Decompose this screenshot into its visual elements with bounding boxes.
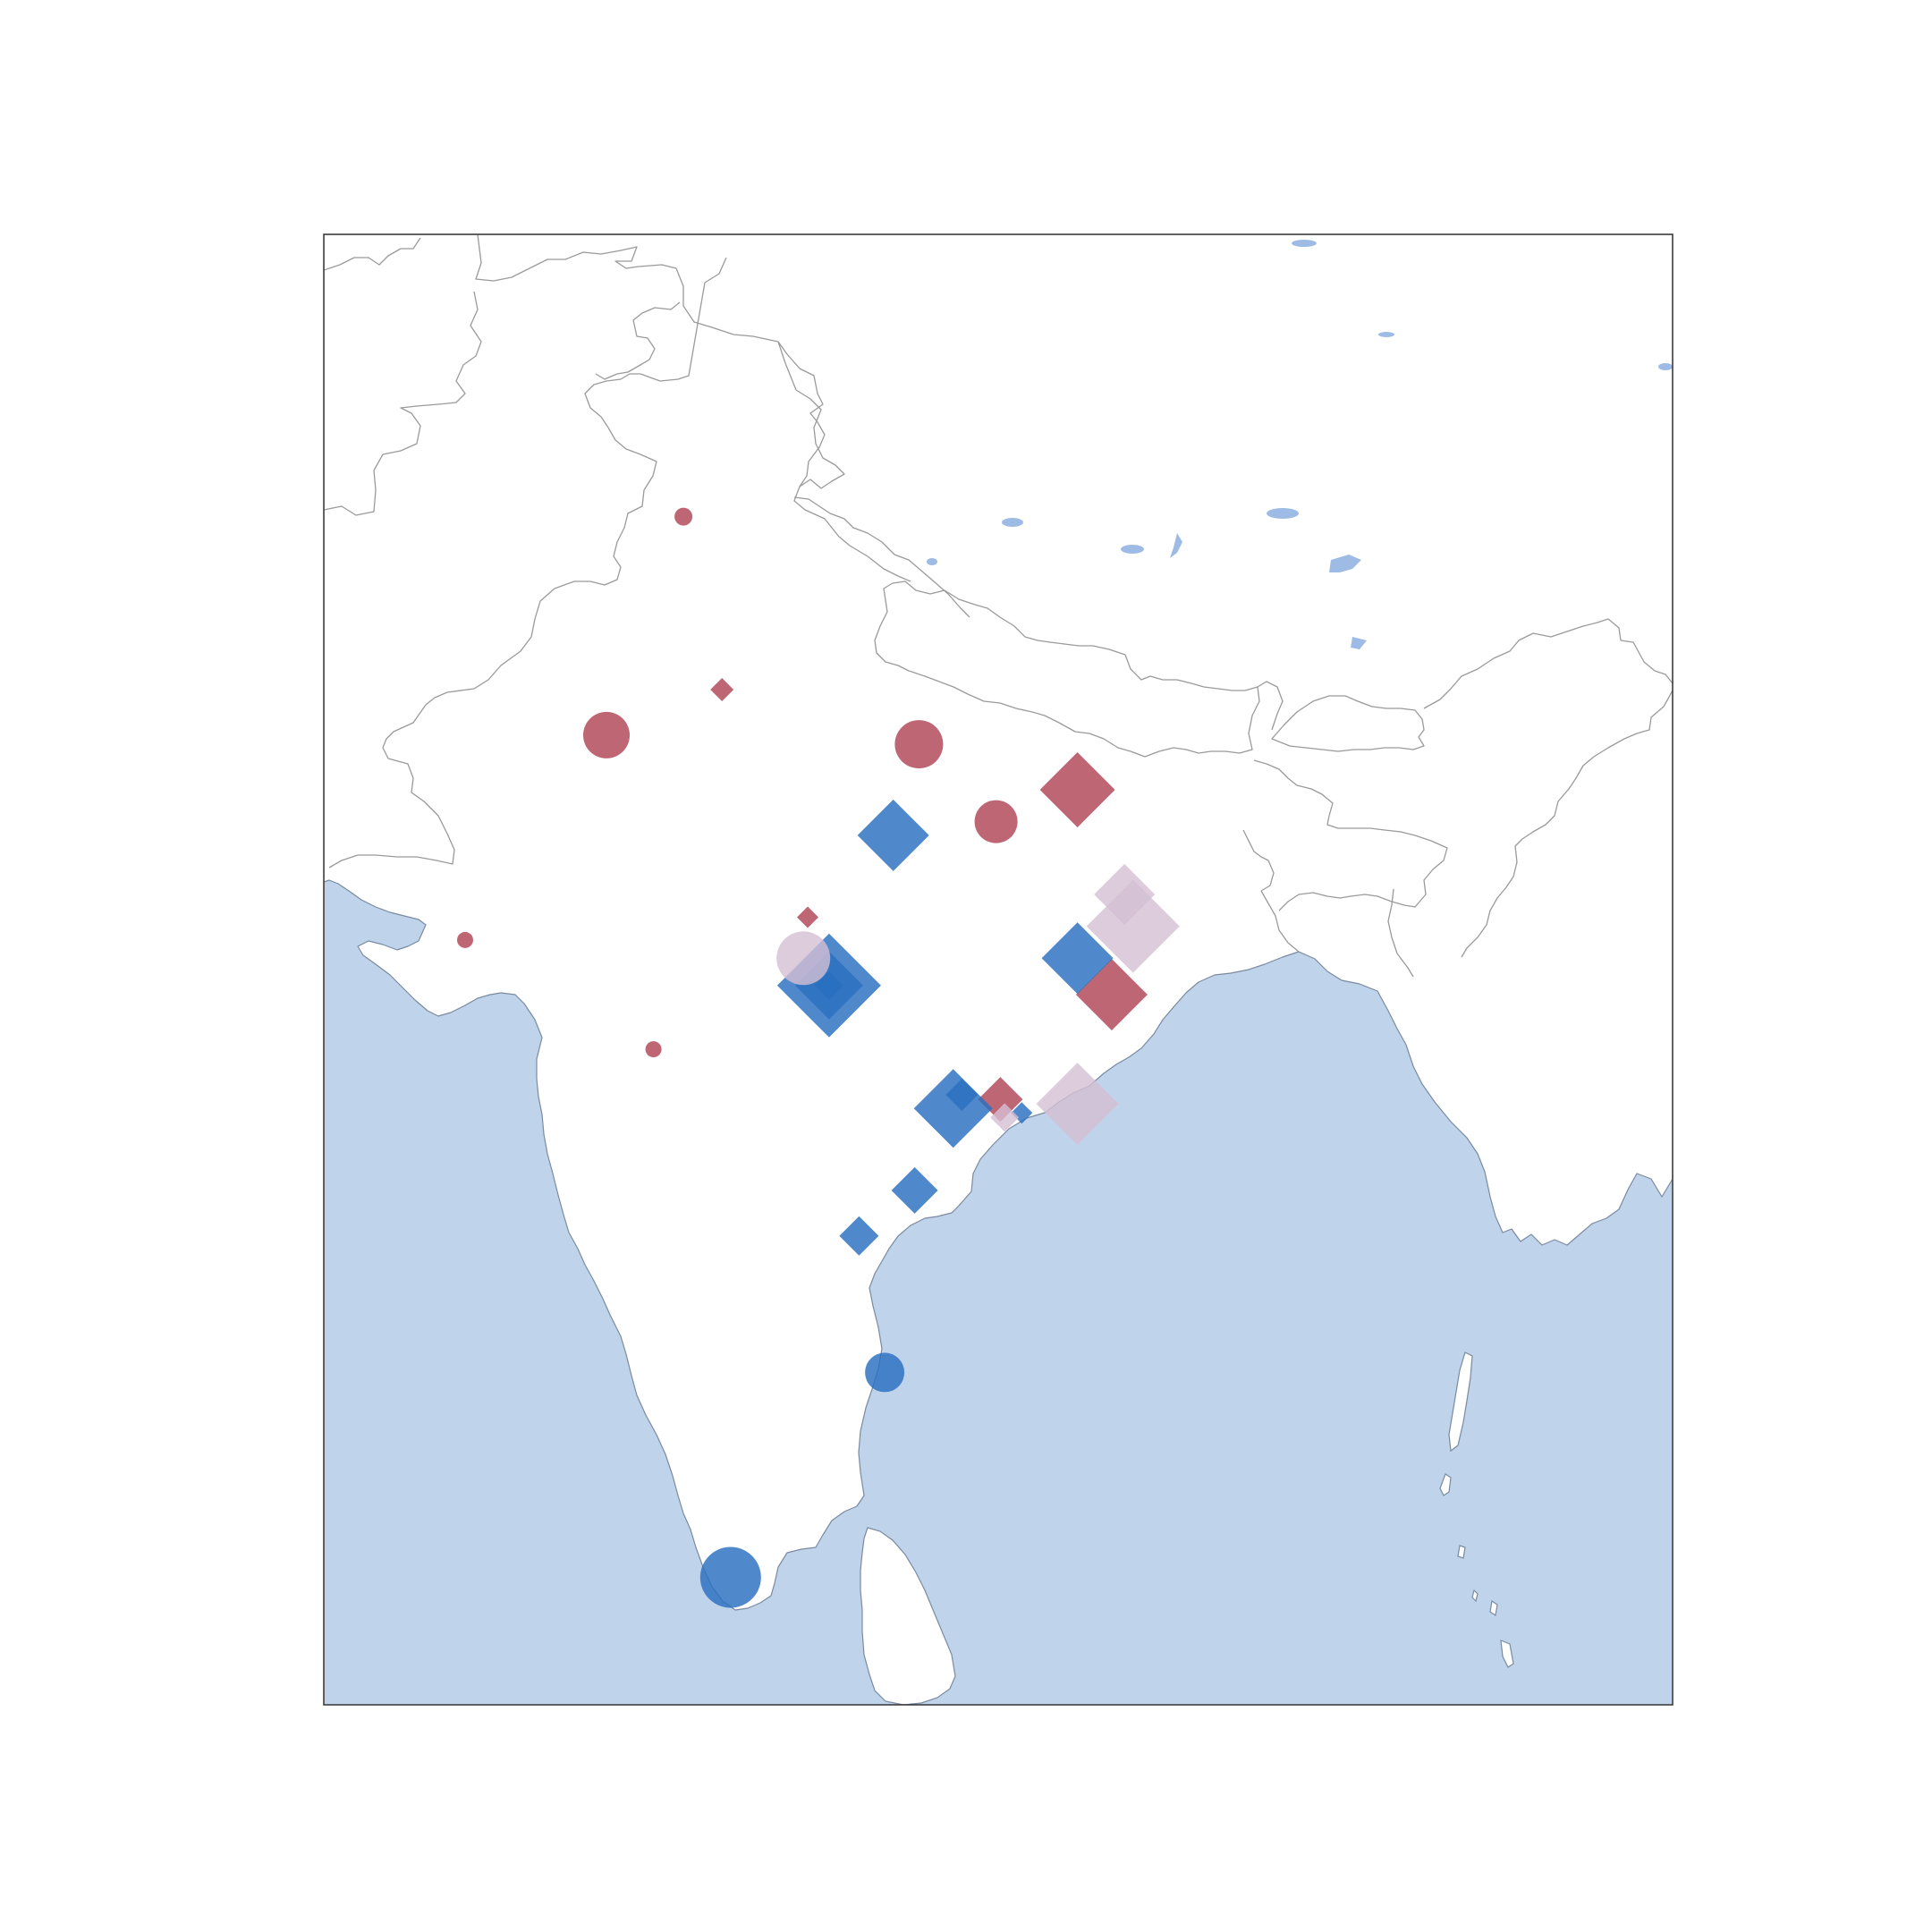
blue-diamond-marker <box>814 970 843 1000</box>
red-circle-marker <box>645 1041 662 1058</box>
blue-circle-marker <box>699 1546 761 1608</box>
red-diamond-marker <box>710 678 734 701</box>
blue-diamond-marker <box>857 799 929 871</box>
blue-diamond-marker <box>945 1079 979 1111</box>
red-circle-marker <box>583 711 630 758</box>
lavender-diamond-marker <box>990 1103 1020 1132</box>
blue-circle-marker <box>865 1352 905 1393</box>
lavender-circle-marker <box>776 931 831 986</box>
lavender-diamond-marker <box>1036 1063 1119 1146</box>
lavender-diamond-marker <box>1086 879 1180 973</box>
lakes <box>927 240 1673 649</box>
red-circle-marker <box>457 931 473 948</box>
map-frame <box>323 233 1674 1706</box>
blue-diamond-marker <box>891 1166 938 1214</box>
red-circle-marker <box>674 507 693 526</box>
map-content <box>324 234 1673 1705</box>
blue-diamond-marker <box>1041 922 1114 995</box>
markers-layer <box>457 507 1180 1608</box>
red-diamond-marker <box>1039 752 1115 827</box>
red-circle-marker <box>974 800 1018 843</box>
blue-diamond-marker <box>913 1069 993 1148</box>
land-sri-lanka <box>860 1527 956 1705</box>
red-circle-marker <box>894 720 944 769</box>
blue-diamond-marker <box>839 1216 879 1256</box>
andaman-islands <box>1439 1352 1514 1668</box>
country-borders <box>324 234 1673 978</box>
land-mainland <box>324 234 1673 1611</box>
red-diamond-marker <box>797 906 818 928</box>
